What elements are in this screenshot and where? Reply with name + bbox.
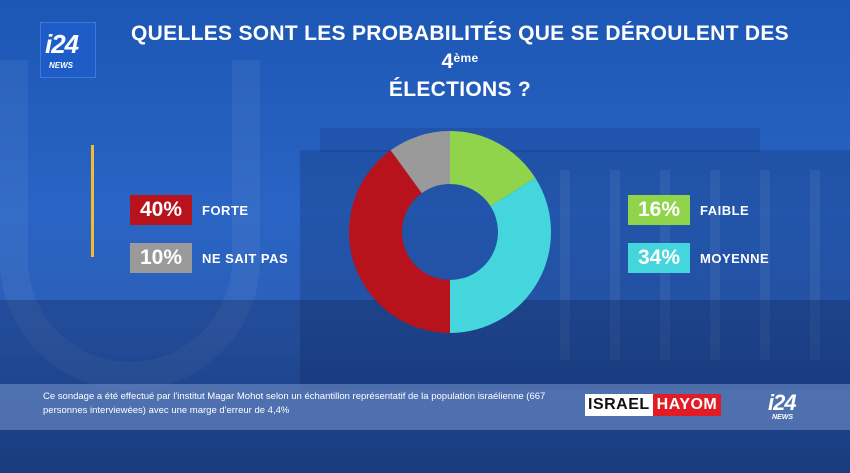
legend-percent-ne-sait-pas: 10%: [130, 243, 192, 273]
accent-bar: [91, 145, 94, 257]
logo-subtext: NEWS: [49, 61, 73, 70]
title-line2: ÉLECTIONS ?: [388, 78, 532, 101]
legend-label-moyenne: MOYENNE: [700, 250, 770, 266]
donut-slice-faible: [450, 131, 536, 207]
building-column: [710, 170, 720, 360]
title-line1: QUELLES SONT LES PROBABILITÉS QUE SE DÉR…: [131, 22, 789, 73]
legend-item-ne-sait-pas: 10% NE SAIT PAS: [130, 243, 288, 273]
israel-hayom-logo-part1: ISRAEL: [585, 394, 653, 416]
building-column: [560, 170, 570, 360]
legend-item-faible: 16% FAIBLE: [628, 195, 749, 225]
legend-label-faible: FAIBLE: [700, 202, 750, 218]
donut-chart: [349, 131, 551, 333]
israel-hayom-logo: ISRAEL HAYOM: [585, 394, 722, 416]
legend-label-ne-sait-pas: NE SAIT PAS: [202, 250, 289, 266]
legend-percent-faible: 16%: [628, 195, 690, 225]
building-column: [760, 170, 770, 360]
legend-percent-moyenne: 34%: [628, 243, 690, 273]
building-column: [810, 170, 820, 360]
donut-slice-forte: [349, 150, 450, 333]
legend-item-forte: 40% FORTE: [130, 195, 249, 225]
legend-label-forte: FORTE: [202, 202, 249, 218]
donut-slice-moyenne: [450, 177, 551, 333]
building-roof: [320, 128, 760, 152]
footer-logo-text: i24: [768, 390, 797, 415]
israel-hayom-logo-part2: HAYOM: [652, 394, 722, 416]
title-superscript: ème: [453, 51, 479, 65]
page-title: QUELLES SONT LES PROBABILITÉS QUE SE DÉR…: [110, 20, 810, 104]
footer-bar: Ce sondage a été effectué par l'institut…: [0, 384, 850, 430]
survey-note: Ce sondage a été effectué par l'institut…: [43, 391, 546, 416]
building-column: [610, 170, 620, 360]
i24-logo: i24 NEWS: [40, 22, 96, 78]
legend-percent-forte: 40%: [130, 195, 192, 225]
legend-item-moyenne: 34% MOYENNE: [628, 243, 769, 273]
i24-footer-logo: i24 NEWS: [768, 390, 797, 422]
donut-slice-ne-sait-pas: [390, 131, 450, 194]
logo-text: i24: [45, 29, 79, 59]
footer-logo-subtext: NEWS: [772, 414, 793, 421]
